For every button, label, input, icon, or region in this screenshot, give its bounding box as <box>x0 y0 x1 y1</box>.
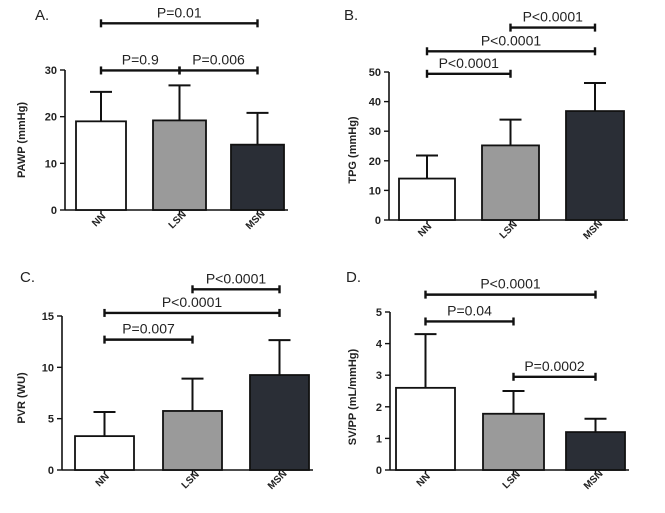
category-label: LSN <box>498 219 520 241</box>
y-tick-label: 5 <box>48 414 54 426</box>
category-label: NN <box>90 211 108 229</box>
significance-label: P=0.0002 <box>524 358 585 374</box>
significance-label: P<0.0001 <box>206 270 267 286</box>
y-tick-label: 10 <box>369 185 381 197</box>
y-tick-label: 30 <box>369 126 381 138</box>
category-label: NN <box>415 471 433 489</box>
y-tick-label: 10 <box>45 158 57 170</box>
bar-nn <box>74 435 135 471</box>
significance-label: P=0.007 <box>122 321 175 337</box>
panel-letter: A. <box>35 7 49 24</box>
panel-a: A. PAWP (mmHg) 0 10 20 30 NN LSN MSN P=0.01 P=0.9 P… <box>16 4 288 232</box>
category-label: MSN <box>582 468 606 492</box>
y-tick-label: 0 <box>375 215 381 227</box>
category-label: MSN <box>581 218 605 242</box>
y-tick-label: 20 <box>45 112 57 124</box>
panel-d: D. SV/PP (mL/mmHg) 0 1 2 3 4 5 NN LSN MSN P<0.0001 P… <box>346 269 629 492</box>
panel-letter: D. <box>346 269 361 286</box>
y-tick-label: 4 <box>376 339 383 351</box>
bar-msn <box>565 110 625 221</box>
category-label: MSN <box>266 468 290 492</box>
bar-lsn <box>481 144 540 221</box>
y-tick-label: 20 <box>369 156 381 168</box>
significance-label: P<0.0001 <box>523 9 584 25</box>
bar-nn <box>398 177 456 221</box>
y-tick-label: 15 <box>42 311 54 323</box>
y-tick-label: 40 <box>369 97 381 109</box>
bar-msn <box>249 374 310 471</box>
y-tick-label: 0 <box>376 465 382 477</box>
panel-letter: C. <box>20 269 35 286</box>
y-tick-label: 10 <box>42 362 54 374</box>
significance-label: P=0.04 <box>447 302 492 318</box>
significance-label: P=0.9 <box>122 51 159 67</box>
y-tick-label: 0 <box>51 205 57 217</box>
y-axis-title: TPG (mmHg) <box>347 116 359 184</box>
bar-lsn <box>482 412 545 471</box>
y-tick-label: 2 <box>376 402 382 414</box>
panel-letter: B. <box>344 7 358 24</box>
category-label: NN <box>94 471 112 489</box>
y-axis-title: SV/PP (mL/mmHg) <box>347 348 359 445</box>
significance-label: P=0.006 <box>192 51 245 67</box>
significance-label: P<0.0001 <box>480 276 541 292</box>
y-tick-label: 1 <box>376 433 382 445</box>
category-label: LSN <box>180 469 202 491</box>
bar-lsn <box>162 410 223 471</box>
category-label: LSN <box>501 469 523 491</box>
bar-lsn <box>152 119 207 211</box>
significance-label: P<0.0001 <box>439 55 500 71</box>
y-axis-title: PAWP (mmHg) <box>16 102 28 178</box>
y-tick-label: 30 <box>45 65 57 77</box>
significance-label: P=0.01 <box>157 4 202 20</box>
category-label: NN <box>416 221 434 239</box>
panel-b: B. TPG (mmHg) 0 10 20 30 40 50 NN LSN MSN P<0.0001 P… <box>344 7 628 242</box>
bar-msn <box>230 143 285 211</box>
bar-nn <box>75 120 127 211</box>
significance-label: P<0.0001 <box>481 32 542 48</box>
panel-c: C. PVR (WU) 0 5 10 15 NN LSN MSN P<0.0001 P<0.0001… <box>16 269 313 492</box>
y-tick-label: 3 <box>376 370 382 382</box>
bar-msn <box>565 431 626 471</box>
y-axis-title: PVR (WU) <box>16 372 28 424</box>
bar-nn <box>395 386 456 471</box>
y-tick-label: 0 <box>48 465 54 477</box>
significance-label: P<0.0001 <box>162 294 223 310</box>
y-tick-label: 5 <box>376 307 382 319</box>
y-tick-label: 50 <box>369 67 381 79</box>
category-label: MSN <box>244 208 268 232</box>
category-label: LSN <box>167 209 189 231</box>
